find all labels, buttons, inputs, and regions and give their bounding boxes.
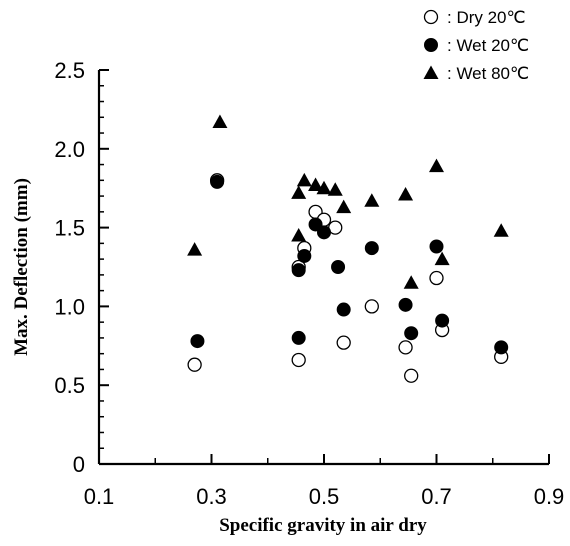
data-point-filled-triangle (291, 227, 307, 242)
axes (97, 70, 549, 466)
data-point-filled-triangle (403, 275, 419, 289)
x-tick-label: 0.1 (84, 484, 115, 509)
data-point-filled-triangle (316, 180, 332, 195)
data-point-filled-triangle (364, 193, 380, 207)
data-point-filled-circle (435, 313, 450, 328)
legend-marker-filled-triangle (423, 65, 439, 79)
data-point-filled-circle (398, 297, 413, 312)
x-tick-label: 0.9 (534, 484, 565, 509)
data-point-filled-triangle (327, 182, 343, 196)
data-point-filled-triangle (429, 158, 444, 173)
legend-marker-filled-circle (424, 38, 438, 52)
data-point-open-circle (398, 340, 413, 355)
data-point-open-circle (291, 352, 306, 368)
data-point-filled-triangle (212, 114, 228, 129)
y-tick-label: 2.0 (54, 137, 85, 162)
data-point-filled-triangle (308, 177, 324, 192)
axis-ticks: 0 0.5 1.0 1.5 2.0 2.5 0.1 0.3 0.5 0.7 0.9 (54, 58, 564, 509)
y-tick-label: 1.0 (54, 294, 85, 319)
data-point-filled-triangle (493, 223, 509, 237)
data-point-filled-triangle (398, 187, 414, 201)
legend-label: : Dry 20℃ (447, 8, 526, 27)
data-point-open-circle (404, 368, 419, 383)
data-point-filled-circle (210, 174, 225, 189)
legend-label: : Wet 20℃ (447, 36, 529, 55)
series-filled-triangle (187, 114, 509, 289)
series-filled-circle (190, 174, 509, 355)
data-point-filled-triangle (434, 251, 450, 266)
x-tick-label: 0.7 (421, 484, 452, 509)
x-axis-label: Specific gravity in air dry (219, 515, 427, 536)
data-point-filled-circle (404, 326, 419, 341)
data-point-filled-triangle (187, 242, 203, 256)
data-point-filled-circle (336, 302, 351, 317)
data-point-filled-circle (291, 330, 306, 345)
y-tick-label: 0 (73, 452, 85, 477)
y-axis-label: Max. Deflection (mm) (11, 178, 32, 356)
data-point-filled-triangle (291, 185, 307, 199)
legend-marker-open-circle (423, 9, 439, 25)
y-tick-label: 1.5 (54, 216, 85, 241)
data-point-filled-circle (494, 340, 509, 355)
y-tick-label: 0.5 (54, 373, 85, 398)
data-point-filled-circle (297, 248, 312, 263)
data-points (187, 114, 509, 383)
data-point-filled-circle (291, 263, 306, 278)
data-point-open-circle (187, 357, 202, 372)
data-point-open-circle (364, 299, 379, 314)
legend-item: : Wet 80℃ (423, 64, 529, 83)
legend-label: : Wet 80℃ (447, 64, 529, 83)
y-tick-label: 2.5 (54, 58, 85, 83)
data-point-open-circle (429, 270, 444, 286)
data-point-filled-triangle (336, 199, 352, 214)
data-point-filled-circle (317, 225, 331, 240)
legend-item: : Wet 20℃ (424, 36, 529, 55)
data-point-filled-triangle (296, 172, 312, 187)
data-point-filled-circle (429, 239, 444, 254)
data-point-filled-circle (364, 241, 379, 256)
data-point-filled-circle (190, 334, 205, 349)
legend: : Dry 20℃ : Wet 20℃ : Wet 80℃ (423, 8, 529, 83)
legend-item: : Dry 20℃ (423, 8, 526, 27)
series-open-circle (187, 173, 509, 383)
data-point-filled-circle (331, 260, 346, 274)
data-point-open-circle (336, 335, 351, 350)
x-tick-label: 0.3 (196, 484, 227, 509)
x-tick-label: 0.5 (309, 484, 340, 509)
